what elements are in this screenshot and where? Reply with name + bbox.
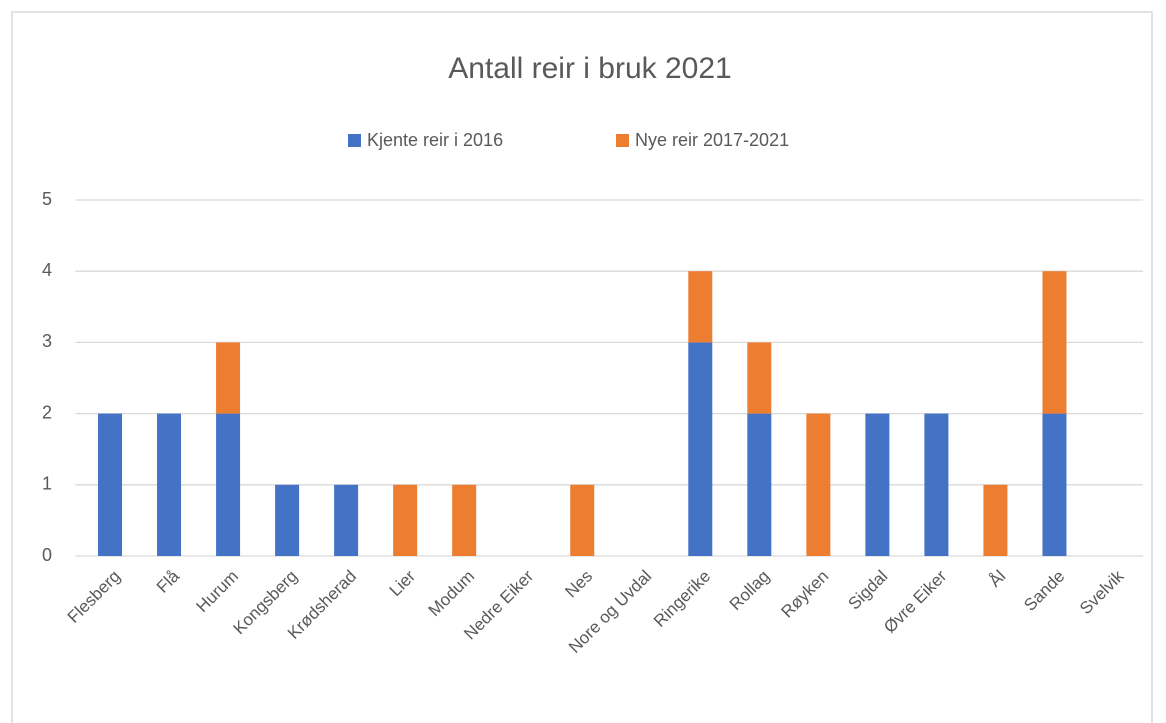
x-tick-label: Rollag [726,567,774,615]
legend-label: Nye reir 2017-2021 [635,130,789,150]
bar [393,484,418,556]
y-tick-label: 0 [42,545,52,565]
y-tick-label: 1 [42,474,52,494]
x-tick-label: Ål [985,567,1009,591]
chart-border [11,11,1153,723]
bar [216,413,241,556]
legend-label: Kjente reir i 2016 [367,130,503,150]
bar [747,413,772,556]
bar [1042,413,1067,556]
chart-title: Antall reir i bruk 2021 [448,52,731,85]
bar [1042,271,1067,414]
bar [806,413,831,556]
y-tick-label: 3 [42,331,52,351]
x-tick-label: Øvre Eiker [880,566,950,636]
bar [570,484,595,556]
y-tick-label: 2 [42,402,52,422]
y-tick-label: 4 [42,260,52,280]
x-tick-label: Modum [425,567,479,621]
bar [334,484,359,556]
x-tick-label: Sande [1020,567,1068,615]
bar [452,484,477,556]
x-tick-label: Lier [386,566,420,600]
bar [216,342,241,414]
x-tick-label: Røyken [777,567,832,622]
x-tick-label: Sigdal [845,567,892,614]
x-tick-label: Ringerike [650,567,714,631]
x-tick-label: Flesberg [64,567,124,627]
bar [924,413,949,556]
legend-swatch [616,134,629,147]
y-tick-label: 5 [42,189,52,209]
bar [275,484,300,556]
bar [688,342,713,556]
x-tick-label: Flå [153,566,184,597]
bar [983,484,1008,556]
bar [747,342,772,414]
bar [98,413,123,556]
bar [157,413,182,556]
legend-swatch [348,134,361,147]
x-tick-label: Svelvik [1076,566,1128,618]
x-tick-label: Nes [561,567,596,602]
x-tick-label: Hurum [193,567,243,617]
bar [688,271,713,343]
bar [865,413,890,556]
